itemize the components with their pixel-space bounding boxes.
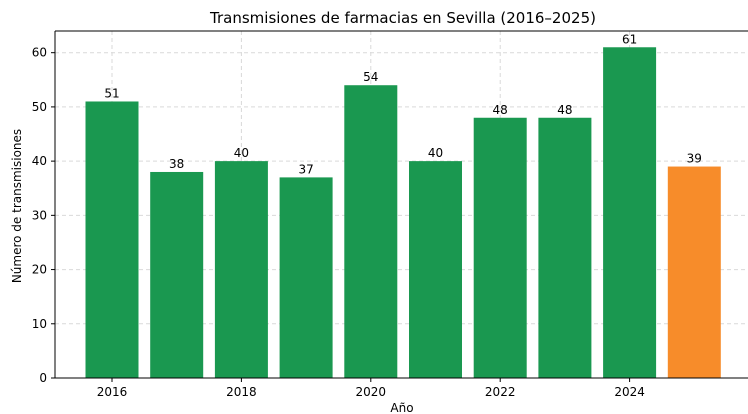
y-tick-label-50: 50 bbox=[32, 100, 47, 114]
y-tick-label-20: 20 bbox=[32, 263, 47, 277]
bar-2024 bbox=[603, 47, 657, 378]
y-tick-label-30: 30 bbox=[32, 208, 47, 222]
data-label-2018: 40 bbox=[234, 146, 249, 160]
bar-2020 bbox=[344, 85, 398, 378]
bar-2021 bbox=[409, 161, 462, 378]
y-axis-label: Número de transmisiones bbox=[10, 129, 24, 283]
bar-2016 bbox=[85, 101, 139, 378]
bar-2019 bbox=[279, 177, 333, 378]
x-tick-label-2018: 2018 bbox=[226, 385, 257, 399]
bar-2022 bbox=[473, 117, 527, 378]
data-label-2021: 40 bbox=[428, 146, 443, 160]
y-tick-label-60: 60 bbox=[32, 46, 47, 60]
bars bbox=[85, 47, 721, 378]
chart-title: Transmisiones de farmacias en Sevilla (2… bbox=[209, 9, 596, 27]
data-label-2025: 39 bbox=[687, 152, 702, 166]
x-axis-label: Año bbox=[390, 401, 413, 414]
data-label-2022: 48 bbox=[493, 103, 508, 117]
data-label-2016: 51 bbox=[104, 86, 119, 100]
axes bbox=[54, 30, 748, 379]
bar-2025 bbox=[667, 166, 721, 378]
data-labels: 51 38 40 37 54 40 48 48 61 39 bbox=[104, 32, 702, 176]
y-tick-label-10: 10 bbox=[32, 317, 47, 331]
data-label-2017: 38 bbox=[169, 157, 184, 171]
x-tick-label-2024: 2024 bbox=[614, 385, 645, 399]
x-tick-label-2022: 2022 bbox=[485, 385, 516, 399]
y-axis-ticks: 0 10 20 30 40 50 60 bbox=[32, 46, 55, 385]
data-label-2019: 37 bbox=[298, 162, 313, 176]
data-label-2024: 61 bbox=[622, 32, 637, 46]
x-tick-label-2016: 2016 bbox=[97, 385, 128, 399]
x-axis-ticks: 2016 2018 2020 2022 2024 bbox=[97, 378, 645, 399]
bar-2017 bbox=[150, 171, 204, 378]
x-tick-label-2020: 2020 bbox=[356, 385, 387, 399]
y-tick-label-40: 40 bbox=[32, 154, 47, 168]
data-label-2023: 48 bbox=[557, 103, 572, 117]
bar-2018 bbox=[214, 161, 268, 378]
y-tick-label-0: 0 bbox=[39, 371, 47, 385]
data-label-2020: 54 bbox=[363, 70, 378, 84]
bar-2023 bbox=[538, 117, 592, 378]
